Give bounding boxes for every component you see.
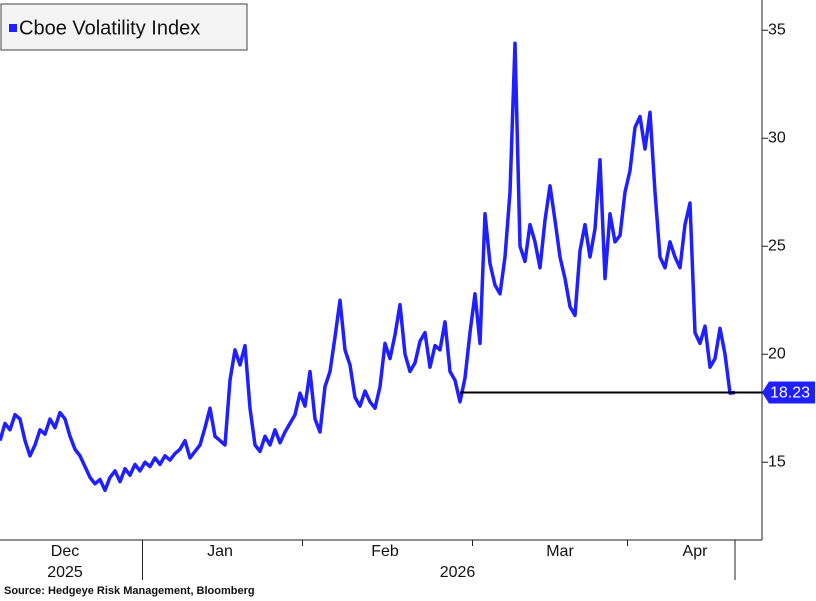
legend: Cboe Volatility Index xyxy=(0,3,248,51)
legend-label: Cboe Volatility Index xyxy=(19,17,200,39)
x-tick-label: Dec xyxy=(51,543,79,560)
y-tick-label: 20 xyxy=(768,345,786,362)
x-year-label: 2026 xyxy=(440,564,476,581)
x-year-label: 2025 xyxy=(47,564,83,581)
source: Source: Hedgeye Risk Management, Bloombe… xyxy=(4,585,255,597)
line-series xyxy=(0,41,736,493)
x-tick-label: Jan xyxy=(207,543,233,560)
y-tick-label: 15 xyxy=(768,453,786,470)
y-tick-label: 30 xyxy=(768,129,786,146)
last-value-label: 18.23 xyxy=(770,385,810,402)
legend-box xyxy=(0,3,248,51)
y-tick-label: 35 xyxy=(768,21,786,38)
x-tick-label: Apr xyxy=(683,543,709,560)
y-tick-label: 25 xyxy=(768,237,786,254)
x-tick-label: Feb xyxy=(371,543,399,560)
x-tick-label: Mar xyxy=(546,543,574,560)
legend-swatch xyxy=(9,24,17,32)
last-value-box xyxy=(762,381,815,404)
